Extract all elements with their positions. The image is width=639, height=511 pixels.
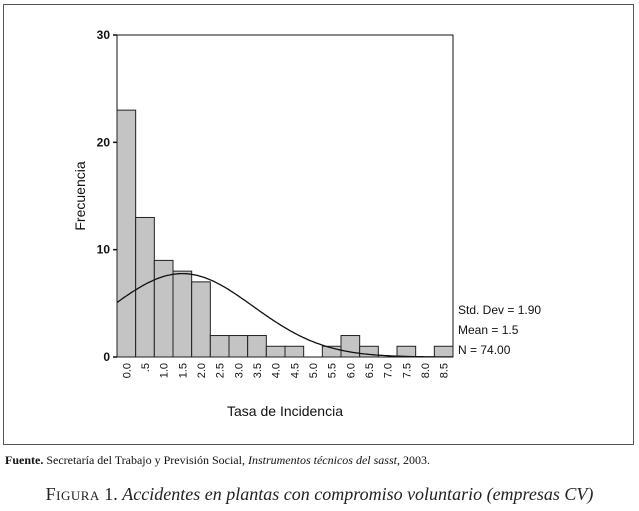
x-tick-label: 2.0 [196,363,208,378]
y-tick-label: 20 [97,135,111,149]
chart-frame [3,4,634,445]
x-tick-label: 4.5 [289,363,301,378]
x-tick-label: 1.0 [159,363,171,378]
x-tick-label: .5 [140,363,152,372]
histogram-bar [228,335,249,358]
stat-n: N = 74.00 [458,343,511,357]
histogram-bar [172,270,193,358]
x-tick-label: 5.5 [327,363,339,378]
x-tick-label: 3.0 [233,363,245,378]
x-tick-label: 2.5 [215,363,227,378]
stat-std-dev: Std. Dev = 1.90 [458,303,542,317]
histogram-bar [340,335,361,358]
source-note: Fuente. Secretaría del Trabajo y Previsi… [5,453,430,468]
histogram-chart: 0 10 20 30 0.0 .5 1.0 1.5 2.0 2.5 3.0 3.5 4.0 4.5 5.0 5… [72,28,454,419]
normal-curve [116,272,453,358]
x-tick-label: 7.5 [401,363,413,378]
source-text-before: Secretaría del Trabajo y Previsión Socia… [43,453,248,467]
caption-title: Accidentes en plantas con compromiso vol… [122,484,594,504]
source-text-after: , 2003. [396,453,430,467]
x-tick-label: 6.5 [364,363,376,378]
histogram-bar [247,335,267,358]
histogram-bar [135,216,155,358]
y-axis-label: Frecuencia [72,161,88,230]
stat-mean: Mean = 1.5 [458,323,519,337]
source-title: Instrumentos técnicos del sasst [247,453,397,467]
source-label: Fuente. [5,453,44,467]
histogram-bar [284,345,305,358]
x-tick-label: 3.5 [252,363,264,378]
histogram-bar [265,345,286,358]
figure-caption: Figura 1. Accidentes en plantas con comp… [0,484,639,505]
caption-number: 1. [99,484,123,504]
y-tick-label: 0 [103,350,110,364]
caption-prefix: Figura [45,484,100,504]
x-tick-label: 1.5 [177,363,189,378]
x-tick-label: 4.0 [271,363,283,378]
histogram-bar [396,345,417,358]
histogram-bar [209,335,230,358]
x-tick-label: 5.0 [308,363,320,378]
x-tick-label: 6.0 [345,363,357,378]
x-tick-label: 8.5 [439,363,451,378]
x-tick-label: 0.0 [121,363,133,378]
y-tick-label: 30 [97,28,111,42]
plot-area: 0 10 20 30 0.0 .5 1.0 1.5 2.0 2.5 3.0 3.5 4.0 4.5 5.0 5… [72,28,454,419]
x-tick-label: 7.0 [383,363,395,378]
histogram-bar [433,345,454,358]
histogram-bar [191,281,211,358]
x-axis-label: Tasa de Incidencia [227,403,343,419]
histogram-bar [116,109,137,358]
y-tick-label: 10 [97,243,111,257]
x-tick-label: 8.0 [420,363,432,378]
histogram-bar [359,345,379,358]
